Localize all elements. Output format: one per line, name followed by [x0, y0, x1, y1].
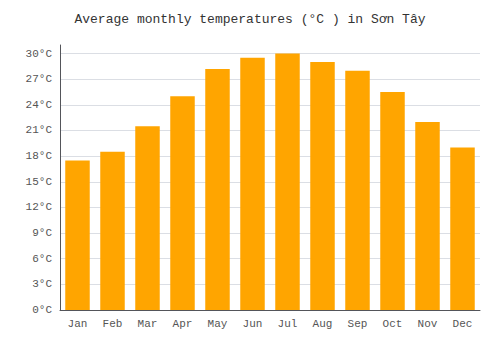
svg-text:Average monthly temperatures (: Average monthly temperatures (°C ) in Sơ… [74, 12, 425, 27]
svg-text:6°C: 6°C [32, 253, 52, 265]
svg-text:27°C: 27°C [26, 73, 53, 85]
svg-text:Feb: Feb [103, 318, 123, 330]
svg-text:Sep: Sep [348, 318, 368, 330]
svg-text:Jun: Jun [243, 318, 263, 330]
svg-text:Nov: Nov [418, 318, 438, 330]
svg-text:24°C: 24°C [26, 99, 53, 111]
svg-text:Dec: Dec [453, 318, 473, 330]
svg-text:30°C: 30°C [26, 48, 53, 60]
svg-text:0°C: 0°C [32, 304, 52, 316]
svg-text:12°C: 12°C [26, 201, 53, 213]
svg-text:Mar: Mar [138, 318, 158, 330]
svg-text:3°C: 3°C [32, 278, 52, 290]
svg-text:9°C: 9°C [32, 227, 52, 239]
svg-text:Aug: Aug [313, 318, 333, 330]
svg-text:15°C: 15°C [26, 176, 53, 188]
svg-text:21°C: 21°C [26, 124, 53, 136]
svg-text:Jan: Jan [68, 318, 88, 330]
svg-text:May: May [208, 318, 228, 330]
svg-text:18°C: 18°C [26, 150, 53, 162]
svg-text:Jul: Jul [278, 318, 298, 330]
svg-text:Apr: Apr [173, 318, 193, 330]
svg-text:Oct: Oct [383, 318, 403, 330]
